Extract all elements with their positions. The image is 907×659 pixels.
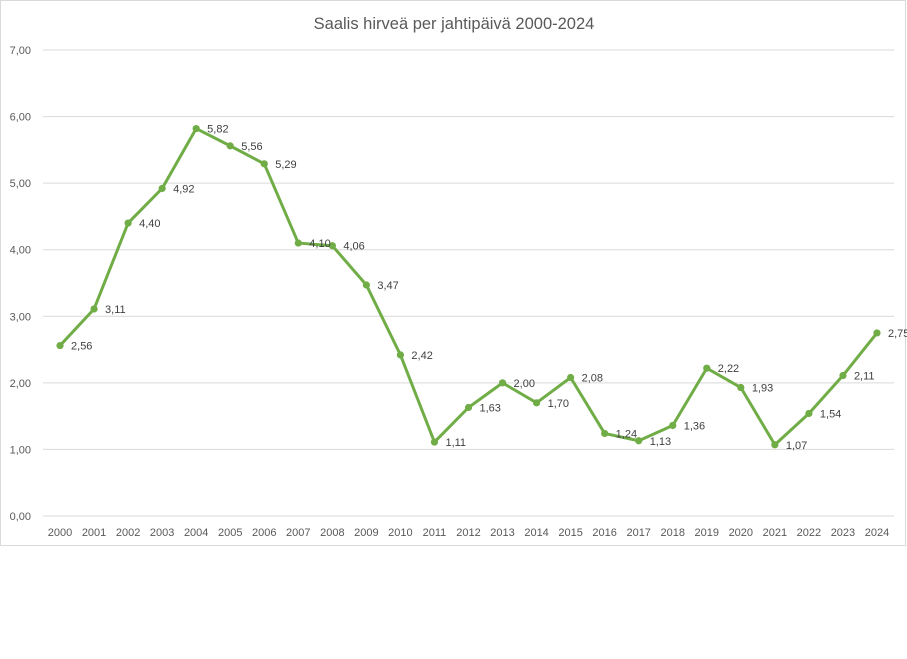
x-tick-label: 2020 (729, 527, 753, 539)
data-point (703, 364, 711, 372)
x-tick-label: 2001 (82, 527, 106, 539)
line-chart: Saalis hirveä per jahtipäivä 2000-2024 0… (10, 15, 907, 539)
x-tick-label: 2009 (354, 527, 378, 539)
data-label: 5,56 (241, 141, 262, 153)
y-tick-label: 1,00 (10, 444, 31, 456)
data-label: 2,11 (854, 371, 875, 383)
series-line-layer (58, 127, 879, 447)
x-tick-label: 2004 (184, 527, 208, 539)
x-tick-label: 2006 (252, 527, 276, 539)
x-tick-label: 2007 (286, 527, 310, 539)
x-tick-label: 2011 (423, 527, 447, 539)
y-tick-label: 0,00 (10, 511, 31, 523)
data-point (873, 329, 881, 337)
x-tick-label: 2000 (48, 527, 72, 539)
data-label: 1,36 (684, 420, 705, 432)
data-label: 2,08 (582, 373, 603, 385)
x-tick-label: 2016 (592, 527, 616, 539)
y-axis-ticks: 0,00 1,00 2,00 3,00 4,00 5,00 6,00 7,00 (10, 45, 31, 523)
x-tick-label: 2015 (558, 527, 582, 539)
data-point (362, 281, 370, 289)
data-point (260, 160, 268, 168)
data-label: 1,11 (445, 437, 466, 449)
data-point (192, 124, 200, 133)
y-tick-label: 2,00 (10, 378, 31, 390)
gridlines (43, 49, 894, 517)
data-label: 3,11 (105, 304, 126, 316)
data-label: 4,10 (309, 238, 330, 250)
data-point (56, 341, 64, 350)
x-tick-label: 2014 (524, 527, 548, 539)
x-tick-label: 2012 (456, 527, 480, 539)
data-label: 4,40 (139, 218, 160, 230)
data-point (805, 409, 813, 418)
data-labels: 2,56 3,11 4,40 4,92 5,82 5,56 5,29 4,10 4,06 3,47… (71, 124, 907, 452)
data-point (464, 403, 473, 412)
y-tick-label: 6,00 (10, 112, 31, 124)
x-tick-label: 2005 (218, 527, 242, 539)
data-label: 2,22 (718, 363, 739, 375)
y-tick-label: 5,00 (10, 178, 31, 190)
x-tick-label: 2023 (831, 527, 855, 539)
x-tick-label: 2003 (150, 527, 174, 539)
data-label: 2,75 (888, 328, 907, 340)
x-tick-label: 2010 (388, 527, 412, 539)
x-tick-label: 2017 (626, 527, 650, 539)
data-label: 1,63 (480, 402, 501, 414)
data-label: 1,93 (752, 383, 773, 395)
data-point (396, 351, 405, 359)
y-tick-label: 3,00 (10, 311, 31, 323)
data-label: 5,29 (275, 159, 296, 171)
data-label: 1,24 (616, 428, 637, 440)
x-tick-label: 2021 (763, 527, 787, 539)
y-tick-label: 4,00 (10, 245, 31, 257)
data-points (56, 124, 881, 449)
data-point (771, 441, 779, 449)
x-tick-label: 2013 (490, 527, 514, 539)
x-tick-label: 2002 (116, 527, 140, 539)
x-tick-label: 2024 (865, 527, 889, 539)
data-label: 4,92 (173, 183, 194, 195)
data-label: 3,47 (377, 280, 398, 292)
y-tick-label: 7,00 (10, 45, 31, 57)
data-point (839, 371, 847, 380)
chart-title: Saalis hirveä per jahtipäivä 2000-2024 (314, 15, 595, 33)
data-point (90, 305, 98, 313)
data-point (669, 421, 677, 430)
data-point (294, 239, 302, 247)
data-label: 1,54 (820, 408, 841, 420)
data-label: 2,42 (411, 350, 432, 362)
data-point (532, 399, 541, 407)
x-tick-label: 2018 (660, 527, 684, 539)
data-point (635, 437, 643, 445)
data-label: 5,82 (207, 124, 228, 136)
x-tick-label: 2019 (695, 527, 719, 539)
data-point (498, 379, 507, 387)
data-point (430, 438, 439, 446)
data-point (328, 242, 336, 250)
x-axis-ticks: 2000 2001 2002 2003 2004 2005 2006 2007 2008 2009… (48, 527, 889, 539)
data-point (601, 429, 609, 438)
chart-area: Saalis hirveä per jahtipäivä 2000-2024 0… (0, 0, 907, 546)
data-label: 2,00 (514, 378, 535, 390)
data-label: 1,07 (786, 440, 807, 452)
x-tick-label: 2022 (797, 527, 821, 539)
data-label: 1,13 (650, 436, 671, 448)
data-point (124, 219, 132, 227)
data-point (158, 184, 166, 193)
x-tick-label: 2008 (320, 527, 344, 539)
series-line (58, 127, 879, 447)
data-point (737, 383, 745, 392)
data-point (226, 142, 234, 150)
data-label: 2,56 (71, 341, 92, 353)
data-label: 1,70 (548, 398, 569, 410)
data-label: 4,06 (343, 241, 364, 253)
data-point (567, 373, 575, 382)
